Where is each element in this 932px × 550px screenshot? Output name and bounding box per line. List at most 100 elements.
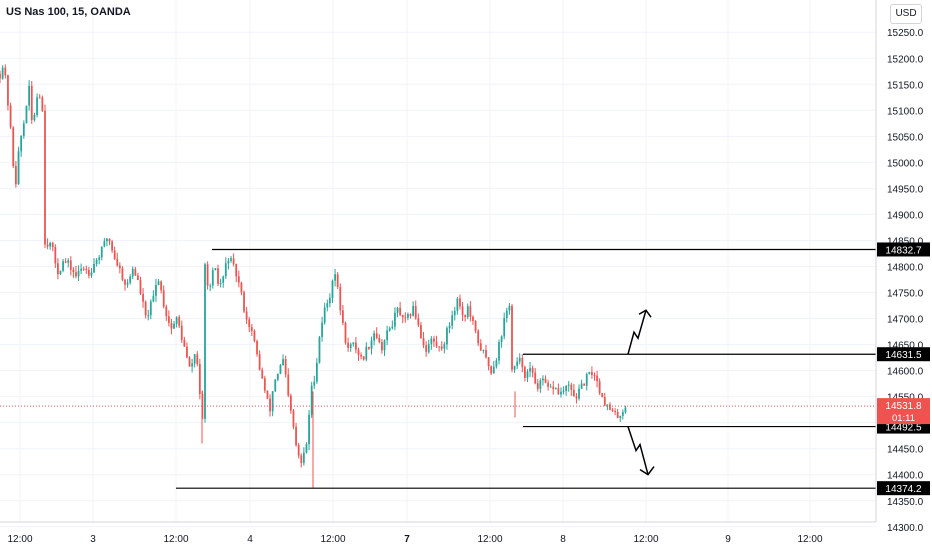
candle-body — [570, 384, 573, 390]
candle-body — [391, 326, 394, 329]
candle-body — [580, 383, 583, 389]
candle-body — [378, 337, 381, 343]
candle-body — [440, 346, 443, 349]
candle-body — [417, 318, 420, 326]
candle-body — [516, 361, 519, 366]
candle-body — [349, 344, 352, 348]
candle-body — [240, 282, 243, 293]
candle-body — [235, 264, 238, 277]
candle-body — [341, 310, 344, 323]
candle-body — [232, 258, 235, 265]
candle-body — [394, 312, 396, 327]
y-tick-label: 14750.0 — [887, 289, 924, 300]
y-tick-label: 14300.0 — [887, 523, 924, 534]
candle-body — [72, 269, 75, 273]
candle-body — [295, 426, 297, 446]
candlestick-series — [0, 64, 627, 488]
x-tick-label: 8 — [560, 534, 566, 545]
candle-body — [370, 340, 373, 349]
candle-body — [482, 350, 485, 352]
candle-body — [511, 305, 513, 370]
candle-body — [323, 307, 326, 323]
candle-body — [539, 380, 542, 389]
candle-body — [352, 342, 355, 345]
candle-body — [313, 381, 316, 386]
candle-body — [328, 297, 331, 304]
candle-body — [624, 407, 627, 413]
scenario-arrows — [627, 309, 655, 476]
candle-body — [347, 342, 349, 348]
current-price-label-bg — [877, 398, 930, 425]
candle-body — [318, 336, 321, 363]
candle-body — [529, 368, 531, 372]
candle-body — [196, 354, 199, 365]
x-tick-label: 12:00 — [633, 534, 658, 545]
currency-button[interactable]: USD — [890, 4, 922, 24]
candle-body — [106, 238, 108, 242]
candle-body — [214, 268, 217, 271]
candle-body — [118, 265, 121, 269]
candle-body — [75, 272, 77, 277]
candle-body — [103, 241, 106, 247]
candle-body — [292, 410, 295, 427]
candle-body — [453, 310, 456, 316]
candle-body — [523, 367, 526, 378]
horizontal-levels — [0, 248, 876, 489]
x-tick-label: 9 — [725, 534, 731, 545]
candle-body — [326, 303, 329, 308]
candle-body — [614, 411, 617, 413]
candle-body — [144, 301, 147, 316]
up-scenario-arrow — [627, 310, 647, 355]
candle-body — [170, 322, 173, 329]
candle-body — [85, 269, 88, 271]
candle-body — [9, 105, 12, 128]
candle-body — [248, 319, 251, 328]
candle-body — [245, 311, 248, 320]
candle-body — [598, 381, 601, 394]
candle-body — [183, 339, 186, 347]
candle-body — [357, 349, 360, 355]
candle-body — [124, 279, 126, 285]
candle-body — [186, 346, 188, 358]
candle-body — [261, 369, 264, 379]
candle-body — [542, 378, 544, 381]
candle-body — [276, 373, 279, 380]
candle-body — [227, 260, 230, 264]
candle-body — [531, 368, 534, 373]
candle-body — [134, 268, 137, 276]
candle-body — [388, 328, 391, 331]
candle-body — [611, 409, 614, 412]
candle-body — [139, 280, 142, 294]
candle-body — [165, 306, 168, 317]
candle-body — [69, 260, 72, 270]
candle-body — [302, 452, 305, 463]
candle-body — [562, 390, 565, 392]
price-labels: 14832.7 14631.5 14492.5 14374.2 14531.801:11 — [877, 242, 930, 496]
y-tick-label: 14900.0 — [887, 210, 924, 221]
candle-body — [149, 301, 152, 316]
candle-body — [14, 166, 17, 185]
candle-body — [28, 85, 31, 106]
candle-body — [33, 115, 36, 121]
time-axis: 12:00 3 12:00 4 12:00 7 12:00 8 12:00 9 12:00 — [0, 521, 876, 545]
candle-body — [360, 354, 363, 357]
candle-body — [173, 323, 175, 329]
candle-body — [547, 382, 549, 387]
candle-body — [297, 445, 300, 456]
candle-body — [263, 378, 266, 391]
candle-body — [500, 336, 503, 343]
candle-body — [591, 372, 593, 375]
candle-body — [554, 388, 557, 390]
candle-body — [258, 354, 261, 370]
candle-body — [25, 105, 28, 124]
level-price-label: 14631.5 — [885, 350, 922, 361]
candle-body — [237, 276, 240, 283]
candle-body — [503, 317, 506, 337]
candle-body — [487, 357, 490, 367]
level-price-label: 14832.7 — [885, 245, 922, 256]
candle-body — [331, 280, 334, 298]
candle-body — [160, 281, 163, 291]
candle-body — [12, 127, 15, 167]
candle-body — [90, 272, 93, 276]
